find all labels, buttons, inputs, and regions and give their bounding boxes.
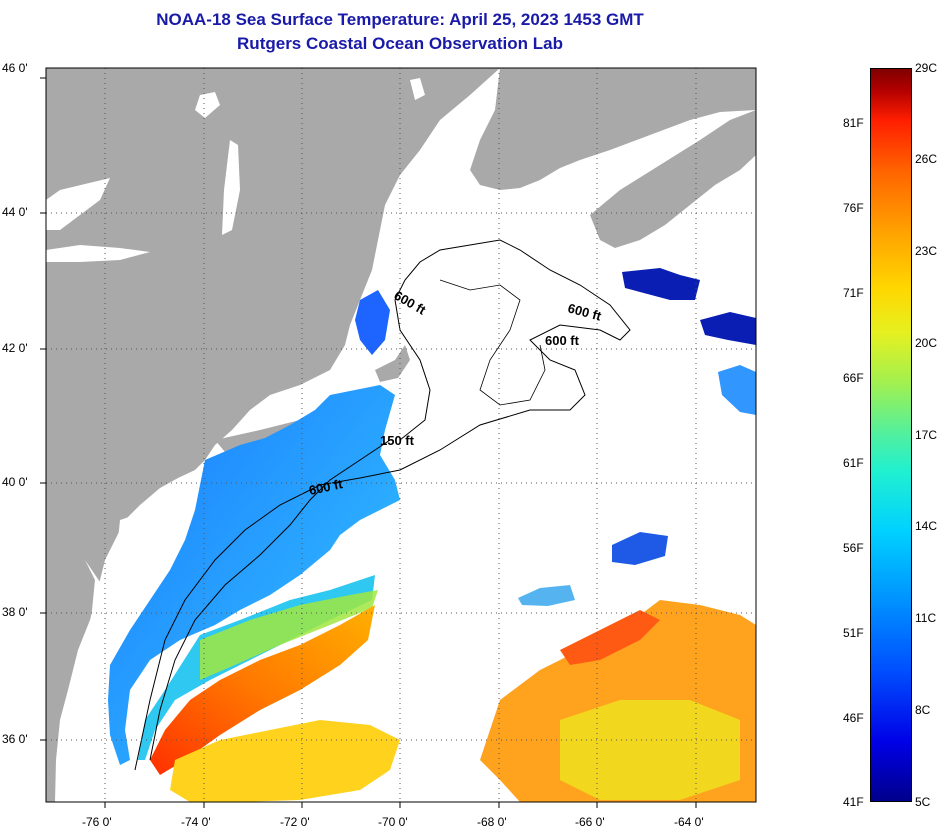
depth-contour: [439, 279, 546, 406]
lon-label: -72 0': [280, 815, 310, 829]
sst-eastern-cold-patch: [518, 585, 575, 606]
sst-transition-green: [200, 590, 378, 680]
lon-label: -76 0': [82, 815, 112, 829]
lake: [195, 92, 220, 118]
colorbar-label-c: 23C: [915, 244, 938, 258]
depth-contour: [134, 239, 631, 771]
colorbar-label-f: 51F: [843, 626, 864, 640]
land-canada-north: [470, 68, 756, 190]
plot-frame: [45, 67, 757, 803]
sst-eastern-cold-patch: [622, 268, 700, 300]
sst-eastern-cold-patch: [612, 532, 668, 565]
colorbar-label-c: 8C: [915, 703, 931, 717]
lake: [46, 178, 110, 230]
contour-label: 600 ft: [308, 476, 345, 498]
lat-label: 42 0': [2, 341, 28, 355]
temperature-colorbar: [870, 68, 912, 802]
land-mainland: [46, 68, 500, 802]
colorbar-label-c: 11C: [915, 611, 937, 625]
colorbar-label-f: 66F: [843, 371, 864, 385]
lon-label: -70 0': [378, 815, 408, 829]
sst-eastern-yellow: [560, 700, 740, 800]
sst-eastern-cold-patch: [718, 365, 756, 415]
lat-label: 38 0': [2, 605, 28, 619]
lat-label: 40 0': [2, 475, 28, 489]
colorbar-label-c: 14C: [915, 519, 938, 533]
contour-label: 150 ft: [380, 433, 415, 448]
contour-label: 600 ft: [545, 333, 580, 348]
lat-label: 36 0': [2, 732, 28, 746]
colorbar-label-c: 26C: [915, 152, 938, 166]
lon-label: -74 0': [181, 815, 211, 829]
colorbar-label-f: 76F: [843, 201, 864, 215]
land-cape-cod: [375, 345, 410, 382]
lat-label: 44 0': [2, 205, 28, 219]
map-title: NOAA-18 Sea Surface Temperature: April 2…: [156, 10, 644, 29]
lat-label: 46 0': [2, 61, 28, 75]
lon-label: -64 0': [674, 815, 704, 829]
sst-eastern-red-spots: [560, 610, 660, 665]
lake: [222, 140, 240, 235]
lon-label: -66 0': [575, 815, 605, 829]
sst-shelf-water: [108, 385, 400, 765]
sst-gulf-stream-warm: [150, 605, 375, 775]
chesapeake-bay: [64, 560, 102, 760]
colorbar-label-f: 81F: [843, 116, 864, 130]
colorbar-label-c: 29C: [915, 61, 938, 75]
lake: [410, 78, 425, 100]
colorbar-label-f: 56F: [843, 541, 864, 555]
sst-southern-yellow: [170, 720, 400, 802]
lake: [46, 245, 150, 262]
colorbar-label-f: 61F: [843, 456, 864, 470]
colorbar-label-c: 17C: [915, 428, 938, 442]
sst-gulf-maine-patch: [355, 290, 390, 355]
colorbar-label-f: 71F: [843, 286, 864, 300]
colorbar-label-f: 46F: [843, 711, 864, 725]
colorbar-label-c: 5C: [915, 795, 931, 809]
sst-eastern-cold-patch: [700, 312, 756, 345]
delaware-bay: [118, 515, 140, 545]
axis-ticks: [40, 77, 697, 808]
graticule: [46, 68, 756, 802]
land-long-island: [215, 402, 350, 452]
colorbar-label-f: 41F: [843, 795, 864, 809]
colorbar-label-c: 20C: [915, 336, 938, 350]
lon-label: -68 0': [477, 815, 507, 829]
depth-contour: [149, 439, 391, 761]
map-subtitle: Rutgers Coastal Ocean Observation Lab: [237, 34, 563, 53]
